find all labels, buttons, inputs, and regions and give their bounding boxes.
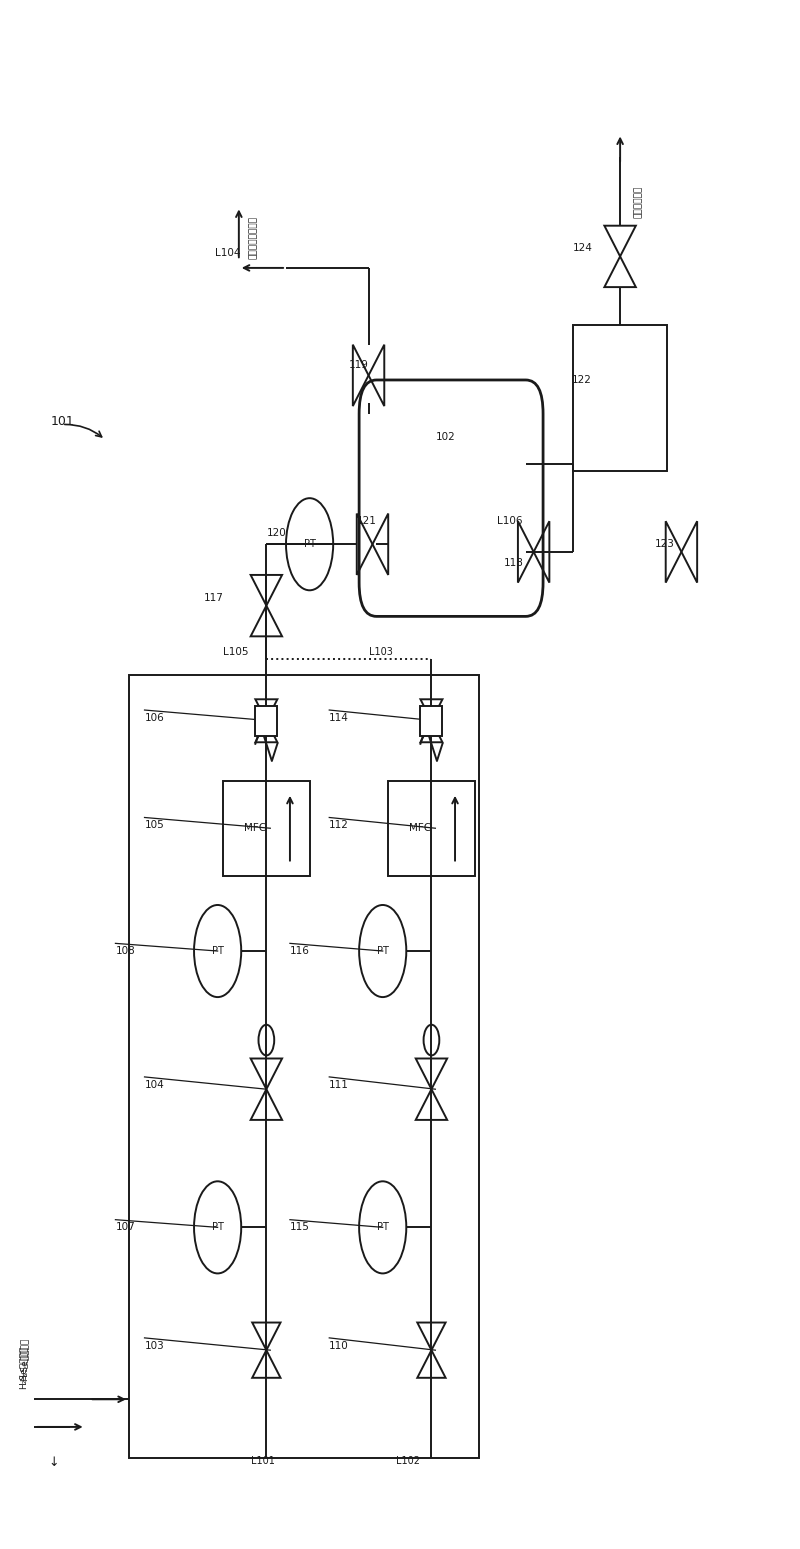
Text: MFC: MFC — [243, 823, 266, 833]
Text: ↓: ↓ — [49, 1456, 59, 1468]
Text: L105: L105 — [223, 646, 249, 657]
Text: L104: L104 — [215, 248, 241, 257]
Text: 104: 104 — [145, 1080, 164, 1089]
Text: 118: 118 — [504, 558, 524, 567]
Text: L102: L102 — [396, 1456, 420, 1465]
Text: L101: L101 — [250, 1456, 274, 1465]
Text: PT: PT — [212, 946, 223, 956]
Text: H₂Se基本气体: H₂Se基本气体 — [18, 1345, 27, 1388]
Text: 114: 114 — [330, 713, 349, 723]
Text: 117: 117 — [203, 593, 223, 603]
Text: 122: 122 — [571, 375, 591, 386]
Bar — [573, 325, 667, 471]
Text: 107: 107 — [115, 1222, 135, 1233]
Text: 108: 108 — [115, 946, 135, 956]
Text: 123: 123 — [654, 539, 674, 550]
Text: L103: L103 — [369, 646, 393, 657]
Text: PT: PT — [377, 1222, 389, 1233]
Bar — [129, 675, 478, 1458]
Text: 111: 111 — [330, 1080, 349, 1089]
Text: 105: 105 — [145, 819, 164, 830]
Text: 110: 110 — [330, 1340, 349, 1351]
Text: 121: 121 — [357, 516, 377, 527]
Text: PT: PT — [304, 539, 315, 550]
Text: 115: 115 — [290, 1222, 310, 1233]
Text: MFC: MFC — [409, 823, 430, 833]
Text: 102: 102 — [435, 432, 455, 441]
Text: 116: 116 — [290, 946, 310, 956]
Text: PT: PT — [212, 1222, 223, 1233]
Bar — [223, 781, 310, 875]
Text: 124: 124 — [573, 243, 593, 252]
Bar — [255, 706, 278, 736]
Text: 120: 120 — [266, 528, 286, 539]
Text: 106: 106 — [145, 713, 164, 723]
Text: PT: PT — [377, 946, 389, 956]
Text: 112: 112 — [330, 819, 349, 830]
Text: L106: L106 — [497, 516, 522, 527]
Text: 103: 103 — [145, 1340, 164, 1351]
Text: 101: 101 — [50, 415, 74, 428]
Text: 通向排气管道: 通向排气管道 — [634, 186, 643, 218]
Text: 119: 119 — [349, 359, 369, 370]
Bar — [388, 781, 474, 875]
Text: H₂Se基本气体: H₂Se基本气体 — [20, 1338, 29, 1380]
Text: 通向混合气体出口: 通向混合气体出口 — [249, 215, 258, 259]
Bar — [421, 706, 442, 736]
